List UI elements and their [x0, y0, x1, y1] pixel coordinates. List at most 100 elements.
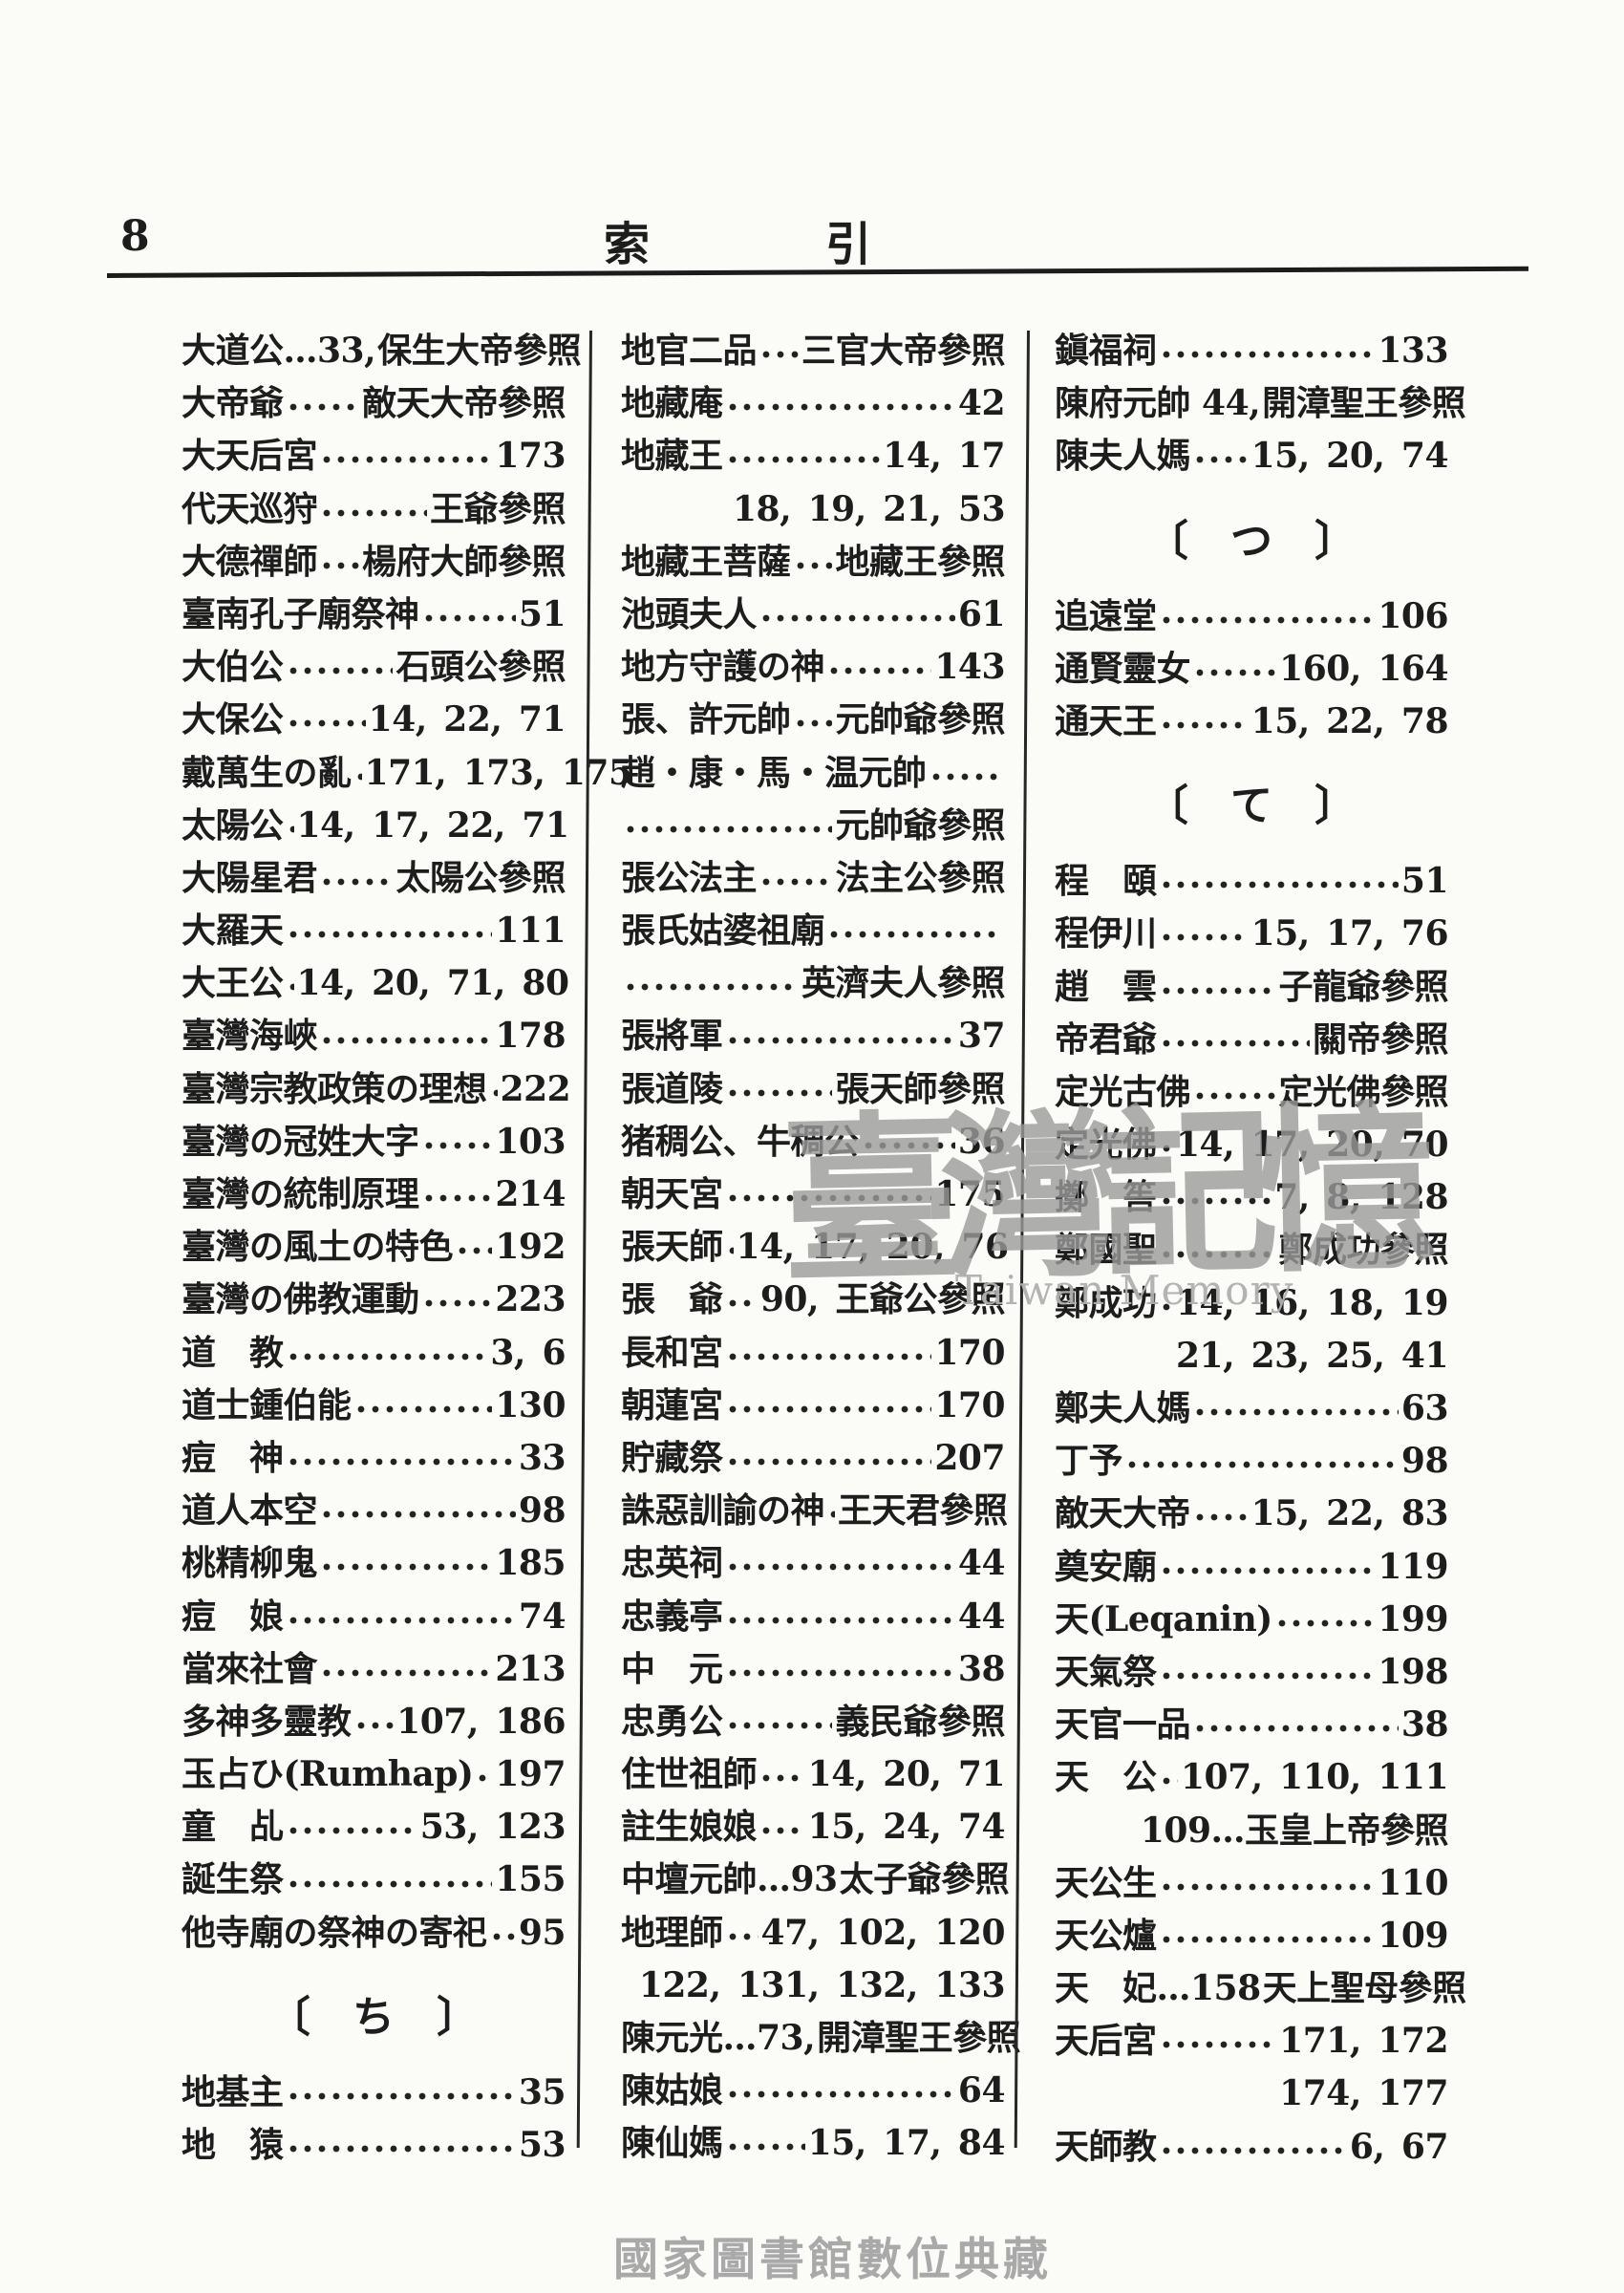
entry-term: 地基主 [182, 2071, 284, 2112]
entry-term: 天官一品 [1055, 1704, 1191, 1746]
entry-term: 註生娘娘 [621, 1807, 758, 1848]
dot-leader [320, 1666, 493, 1679]
index-entry: 天氣祭 198 [1055, 1646, 1448, 1699]
index-entry: 張公法主 法主公參照 [621, 852, 1005, 905]
dot-leader [725, 1086, 833, 1099]
index-entry: 地藏庵 42 [621, 377, 1006, 430]
entry-pages: 222 [500, 1068, 571, 1109]
entry-pages: 171, 173, 175 [364, 752, 633, 793]
dot-leader [793, 718, 833, 730]
entry-term: 臺灣海峽 [182, 1016, 318, 1057]
entry-term: 大羅天 [182, 911, 284, 952]
index-entry: 陳姑娘 64 [621, 2065, 1006, 2117]
entry-term: 陳姑娘 [621, 2070, 723, 2111]
dot-leader [320, 559, 359, 571]
entry-term: 陳府元帥 44, [1055, 383, 1261, 424]
index-entry: 奠安廟 119 [1055, 1541, 1448, 1594]
index-entry: 通天王 15, 22, 78 [1055, 696, 1449, 748]
dot-leader [1159, 1037, 1310, 1049]
dot-leader [421, 1139, 493, 1151]
entry-pages: 36 [957, 1121, 1006, 1162]
dot-leader [725, 1297, 758, 1310]
index-entry: 張氏姑婆祖廟 [621, 905, 1005, 957]
dot-leader [489, 1930, 516, 1942]
entry-pages: 地藏王參照 [835, 541, 1005, 582]
entry-term: 誕生祭 [182, 1859, 284, 1900]
index-column-right: 鎭福祠 133 陳府元帥 44, 開漳聖王參照 陳夫人媽 15, 20, 74 〔 つ 〕追… [1055, 325, 1466, 2174]
entry-term: 大德禪師 [182, 541, 318, 582]
index-entry: 臺南孔子廟祭神 51 [182, 589, 566, 641]
index-entry: 天師教 6, 67 [1055, 2121, 1449, 2174]
dot-leader [1159, 1300, 1173, 1313]
entry-pages: 鄭成功參照 [1278, 1230, 1448, 1271]
entry-term: 大帝爺 [182, 383, 284, 424]
entry-pages: 175 [934, 1174, 1005, 1214]
index-entry: 張、許元帥 元帥爺參照 [621, 694, 1005, 746]
dot-leader [725, 1456, 932, 1468]
entry-pages: 185 [495, 1543, 566, 1584]
entry-pages: 關帝參照 [1312, 1018, 1449, 1060]
entry-term: 地藏王菩薩 [621, 541, 791, 582]
index-entry: 痘 神 33 [182, 1432, 566, 1485]
entry-term: 朝天宮 [621, 1174, 723, 1214]
index-entry: 大羅天 111 [182, 905, 566, 957]
entry-pages: 90, 王爺公參照 [759, 1279, 1006, 1320]
index-entry: 大伯公 石頭公參照 [182, 641, 566, 694]
entry-pages: 35 [518, 2071, 566, 2112]
entry-pages: 天上聖母參照 [1262, 1968, 1467, 2009]
entry-pages: 3, 6 [490, 1332, 566, 1373]
entry-term: 童 乩 [182, 1807, 284, 1848]
dot-leader [286, 823, 294, 835]
index-entry: 陳仙媽 15, 17, 84 [621, 2117, 1006, 2170]
entry-term: 猪稠公、牛稠公 [621, 1121, 859, 1162]
dot-leader [1193, 1089, 1276, 1102]
index-entry: 地方守護の神 143 [621, 641, 1005, 694]
index-entry: 天 妃…158 天上聖母參照 [1055, 1962, 1466, 2015]
entry-pages: 95 [518, 1912, 566, 1953]
entry-pages: 44 [957, 1543, 1006, 1584]
entry-term: 敵天大帝 [1055, 1493, 1191, 1534]
entry-term: 張 爺 [621, 1279, 723, 1320]
dot-leader [725, 2089, 955, 2101]
entry-term: 張將軍 [621, 1016, 723, 1057]
dot-leader [476, 1772, 493, 1785]
entry-pages: 義民爺參照 [835, 1701, 1005, 1742]
dot-leader [286, 1825, 417, 1837]
dot-leader [725, 2141, 805, 2154]
index-entry: 趙・康・馬・温元帥 [621, 747, 1005, 800]
kana-section-label: 〔 つ 〕 [1146, 516, 1357, 566]
entry-term: 天公生 [1055, 1862, 1157, 1903]
dot-leader [1193, 666, 1277, 678]
index-title-char-2: 引 [825, 218, 872, 271]
entry-term: 臺灣の佛教運動 [182, 1279, 419, 1320]
entry-pages: 15, 17, 76 [1250, 913, 1449, 954]
entry-pages: 15, 20, 74 [1250, 436, 1449, 477]
entry-term: 朝蓮宮 [621, 1384, 723, 1425]
dot-leader [725, 1561, 955, 1574]
index-entry: 定光佛 14, 17, 20, 70 [1055, 1119, 1449, 1171]
dot-leader [286, 2089, 516, 2102]
entry-pages: 174, 177 [1279, 2073, 1448, 2114]
entry-term: 丁予 [1055, 1441, 1123, 1482]
entry-pages: 開漳聖王參照 [817, 2018, 1021, 2058]
entry-pages: 110 [1378, 1862, 1448, 1903]
entry-pages: 14, 17, 22, 71 [296, 804, 570, 846]
index-entry: 臺灣の冠姓大字 103 [182, 1116, 566, 1168]
index-entry: 帝君爺 關帝參照 [1055, 1014, 1449, 1066]
dot-leader [456, 1245, 493, 1257]
entry-pages: 51 [1400, 861, 1449, 902]
entry-pages: 155 [495, 1859, 566, 1900]
index-entry: 敵天大帝 15, 22, 83 [1055, 1488, 1449, 1540]
index-entry: 痘 娘 74 [182, 1591, 566, 1643]
index-entry: 地藏王菩薩 地藏王參照 [621, 536, 1005, 589]
entry-pages: 7, 8, 128 [1274, 1177, 1448, 1218]
entry-term: 天后宮 [1055, 2021, 1157, 2062]
index-entry: 追遠堂 106 [1055, 590, 1448, 643]
index-entry: 天公爐 109 [1055, 1910, 1448, 1962]
entry-term: 天 公 [1055, 1757, 1157, 1798]
index-entry: 天公生 110 [1055, 1857, 1448, 1910]
entry-pages: 143 [934, 647, 1005, 688]
entry-term: 張道陵 [621, 1068, 723, 1109]
entry-pages: 14, 17, 20, 70 [1176, 1125, 1449, 1166]
entry-pages: 楊府大師參照 [361, 541, 566, 582]
